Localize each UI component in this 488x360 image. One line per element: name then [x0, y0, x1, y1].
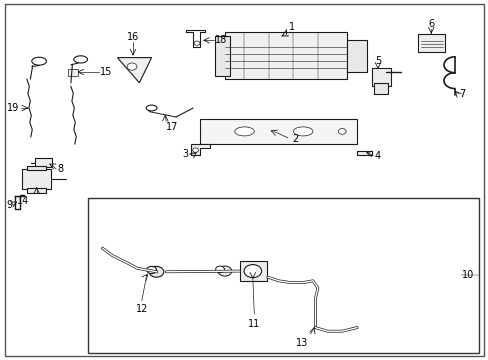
Polygon shape	[190, 144, 210, 155]
Bar	[417, 34, 444, 52]
Bar	[346, 40, 366, 72]
Text: 16: 16	[126, 32, 139, 42]
Circle shape	[218, 266, 231, 276]
Text: 19: 19	[7, 103, 20, 113]
Text: 15: 15	[100, 67, 112, 77]
Bar	[200, 119, 356, 144]
Bar	[373, 83, 387, 94]
Ellipse shape	[293, 127, 312, 136]
Text: 14: 14	[17, 196, 30, 206]
Text: 8: 8	[57, 164, 63, 174]
Polygon shape	[117, 58, 151, 83]
Bar	[88, 198, 478, 353]
Circle shape	[192, 148, 198, 152]
Circle shape	[149, 266, 163, 277]
Text: 1: 1	[288, 22, 295, 32]
Circle shape	[127, 63, 137, 70]
Text: 12: 12	[135, 304, 148, 314]
Text: 2: 2	[291, 134, 298, 144]
Bar	[35, 158, 52, 167]
Text: 11: 11	[247, 319, 260, 329]
Circle shape	[146, 266, 156, 274]
Text: 7: 7	[459, 89, 465, 99]
Text: 13: 13	[295, 338, 308, 348]
Circle shape	[338, 129, 346, 134]
Bar	[27, 188, 46, 193]
Circle shape	[244, 265, 261, 278]
Text: 6: 6	[427, 19, 433, 29]
Text: 10: 10	[461, 270, 473, 280]
Ellipse shape	[234, 127, 254, 136]
Bar	[27, 166, 46, 170]
Bar	[68, 69, 78, 76]
Text: 9: 9	[6, 200, 12, 210]
Ellipse shape	[146, 105, 157, 111]
Text: 18: 18	[215, 35, 227, 45]
Bar	[239, 261, 266, 281]
Text: 4: 4	[373, 150, 380, 161]
Polygon shape	[356, 151, 371, 155]
Circle shape	[194, 41, 200, 45]
Circle shape	[215, 266, 224, 273]
Bar	[22, 169, 51, 189]
Text: 5: 5	[374, 55, 380, 66]
Ellipse shape	[32, 57, 46, 65]
Bar	[215, 36, 229, 76]
Bar	[224, 32, 346, 79]
Text: 3: 3	[182, 149, 188, 159]
Bar	[371, 68, 390, 86]
Ellipse shape	[74, 56, 87, 63]
Text: 17: 17	[166, 122, 179, 132]
